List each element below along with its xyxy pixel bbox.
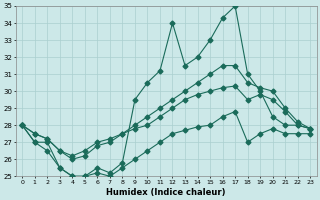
- X-axis label: Humidex (Indice chaleur): Humidex (Indice chaleur): [107, 188, 226, 197]
